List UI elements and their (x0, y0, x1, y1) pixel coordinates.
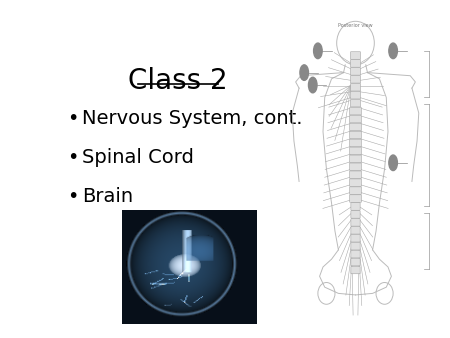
FancyBboxPatch shape (350, 115, 361, 123)
Circle shape (389, 43, 397, 58)
FancyBboxPatch shape (350, 179, 361, 186)
FancyBboxPatch shape (351, 52, 360, 59)
FancyBboxPatch shape (351, 92, 360, 99)
FancyBboxPatch shape (350, 131, 361, 139)
FancyBboxPatch shape (351, 226, 360, 234)
FancyBboxPatch shape (351, 68, 360, 75)
FancyBboxPatch shape (351, 219, 360, 226)
FancyBboxPatch shape (350, 163, 361, 170)
FancyBboxPatch shape (350, 187, 361, 194)
FancyBboxPatch shape (351, 76, 360, 83)
Circle shape (314, 43, 322, 58)
Text: Class 2: Class 2 (129, 67, 228, 95)
FancyBboxPatch shape (350, 123, 361, 131)
FancyBboxPatch shape (351, 83, 360, 91)
Text: Posterior view: Posterior view (338, 23, 373, 28)
FancyBboxPatch shape (350, 195, 361, 202)
FancyBboxPatch shape (351, 235, 360, 242)
Text: Nervous System, cont.: Nervous System, cont. (82, 109, 303, 128)
Text: •: • (67, 109, 78, 128)
Text: •: • (67, 187, 78, 206)
Text: Spinal Cord: Spinal Cord (82, 148, 194, 167)
FancyBboxPatch shape (350, 107, 361, 115)
Circle shape (309, 77, 317, 93)
FancyBboxPatch shape (351, 60, 360, 67)
FancyBboxPatch shape (350, 155, 361, 163)
Text: Brain: Brain (82, 187, 134, 206)
FancyBboxPatch shape (351, 258, 360, 266)
FancyBboxPatch shape (350, 139, 361, 147)
FancyBboxPatch shape (350, 171, 361, 178)
FancyBboxPatch shape (351, 242, 360, 250)
FancyBboxPatch shape (351, 211, 360, 218)
Text: •: • (67, 148, 78, 167)
FancyBboxPatch shape (351, 203, 360, 210)
Circle shape (389, 155, 397, 171)
FancyBboxPatch shape (351, 250, 360, 258)
FancyBboxPatch shape (351, 266, 360, 274)
FancyBboxPatch shape (350, 147, 361, 154)
FancyBboxPatch shape (351, 99, 360, 107)
Circle shape (300, 65, 308, 80)
